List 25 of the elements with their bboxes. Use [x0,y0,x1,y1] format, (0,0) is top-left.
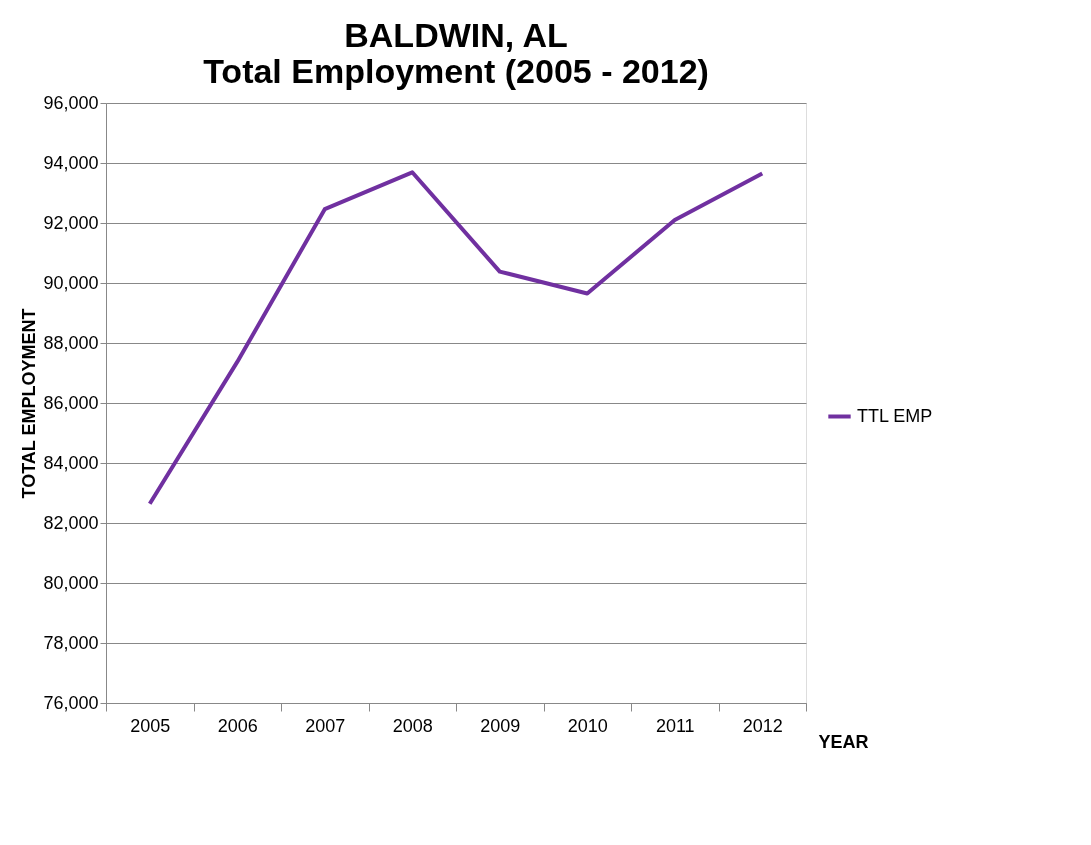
x-tick-label: 2012 [742,715,783,736]
y-tick-label: 86,000 [43,392,99,413]
x-axis-title: YEAR [818,731,869,752]
x-tick-label: 2008 [392,715,433,736]
y-tick-label: 80,000 [43,572,99,593]
x-tick-label: 2007 [305,715,346,736]
y-tick-label: 76,000 [43,692,99,713]
legend-label: TTL EMP [857,405,933,426]
y-axis-title: TOTAL EMPLOYMENT [19,308,40,499]
line-series [147,170,765,506]
x-tick-label: 2009 [480,715,521,736]
y-tick-label: 84,000 [43,452,99,473]
y-tick-label: 78,000 [43,632,99,653]
x-tick-label: 2006 [217,715,258,736]
y-tick-label: 94,000 [43,152,99,173]
y-tick-label: 88,000 [43,332,99,353]
text: BALDWIN, AL [344,16,568,54]
y-tick-label: 82,000 [43,512,99,533]
text: Total Employment (2005 - 2012) [203,52,709,90]
x-tick-label: 2010 [567,715,608,736]
x-tick-label: 2011 [655,715,695,736]
y-tick-label: 90,000 [43,272,99,293]
y-tick-label: 92,000 [43,212,99,233]
x-tick-label: 2005 [130,715,171,736]
y-tick-label: 96,000 [43,92,99,113]
